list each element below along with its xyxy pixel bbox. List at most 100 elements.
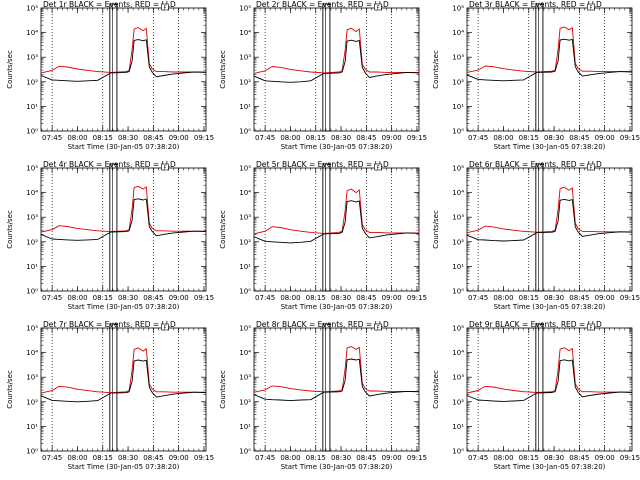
events-series-line <box>253 39 420 83</box>
flag-marker-label: F <box>590 5 593 11</box>
lld-series-line <box>253 346 419 393</box>
x-tick-label: 09:00 <box>169 454 189 462</box>
plot-frame <box>40 167 207 292</box>
y-tick-label: 10⁵ <box>239 165 251 173</box>
x-tick-label: 08:30 <box>331 294 351 302</box>
detector-panel: Det 8r BLACK = Events, RED = LLD10⁰10¹10… <box>219 320 427 471</box>
flag-marker-box <box>161 323 169 331</box>
y-tick-label: 10² <box>239 238 251 246</box>
plot-frame <box>40 327 207 452</box>
interval-box <box>322 3 331 132</box>
flag-marker-label: F <box>164 325 167 331</box>
detector-panel: Det 4r BLACK = Events, RED = LLD10⁰10¹10… <box>6 160 214 311</box>
x-tick-label: 08:15 <box>93 454 113 462</box>
y-tick-label: 10⁵ <box>452 325 464 333</box>
y-axis-label: Counts/sec <box>6 50 14 89</box>
events-series-line <box>466 38 633 82</box>
y-tick-label: 10³ <box>26 54 38 62</box>
x-tick-label: 09:15 <box>620 454 640 462</box>
x-tick-label: 09:15 <box>194 134 214 142</box>
plot-frame <box>40 7 207 132</box>
x-axis-label: Start Time (30-Jan-05 07:38:20) <box>68 463 180 471</box>
x-tick-label: 08:30 <box>118 134 138 142</box>
flag-marker-box <box>374 163 382 171</box>
x-tick-label: 09:15 <box>407 134 427 142</box>
x-tick-label: 08:15 <box>306 294 326 302</box>
x-tick-label: 08:00 <box>493 134 513 142</box>
x-tick-label: 08:30 <box>331 454 351 462</box>
lld-series-line <box>253 27 419 74</box>
x-tick-label: 09:00 <box>595 454 615 462</box>
x-tick-label: 08:15 <box>306 454 326 462</box>
detector-panel: Det 6r BLACK = Events, RED = LLD10⁰10¹10… <box>432 160 640 311</box>
y-tick-label: 10³ <box>26 214 38 222</box>
y-tick-label: 10⁰ <box>26 128 38 136</box>
y-tick-label: 10⁰ <box>26 288 38 296</box>
flag-marker-box <box>374 3 382 11</box>
x-tick-label: 08:45 <box>143 454 163 462</box>
flag-marker-box <box>587 3 595 11</box>
plot-frame <box>253 167 420 292</box>
y-tick-label: 10⁰ <box>26 448 38 456</box>
x-tick-label: 08:00 <box>280 294 300 302</box>
detector-panel: Det 7r BLACK = Events, RED = LLD10⁰10¹10… <box>6 320 214 471</box>
x-tick-label: 08:15 <box>519 294 539 302</box>
x-tick-label: 09:15 <box>194 294 214 302</box>
flag-marker-box <box>587 323 595 331</box>
x-axis-label: Start Time (30-Jan-05 07:38:20) <box>281 143 393 151</box>
interval-box <box>109 3 118 132</box>
plot-frame <box>466 167 633 292</box>
x-tick-label: 08:45 <box>356 134 376 142</box>
plot-frame <box>253 7 420 132</box>
detector-panel: Det 2r BLACK = Events, RED = LLD10⁰10¹10… <box>219 0 427 151</box>
y-axis-label: Counts/sec <box>432 50 440 89</box>
y-axis-label: Counts/sec <box>219 210 227 249</box>
detector-panel: Det 5r BLACK = Events, RED = LLD10⁰10¹10… <box>219 160 427 311</box>
y-tick-label: 10² <box>26 398 38 406</box>
x-axis-label: Start Time (30-Jan-05 07:38:20) <box>494 303 606 311</box>
x-tick-label: 07:45 <box>42 134 62 142</box>
y-axis-label: Counts/sec <box>432 370 440 409</box>
y-tick-label: 10³ <box>239 54 251 62</box>
interval-box <box>109 323 118 452</box>
x-tick-label: 08:00 <box>280 454 300 462</box>
y-tick-label: 10² <box>452 238 464 246</box>
x-tick-label: 08:45 <box>356 454 376 462</box>
y-tick-label: 10³ <box>452 374 464 382</box>
interval-box <box>535 163 544 292</box>
x-tick-label: 07:45 <box>468 454 488 462</box>
events-series-line <box>40 359 207 403</box>
lld-series-line <box>466 26 632 73</box>
x-tick-label: 07:45 <box>255 294 275 302</box>
y-tick-label: 10⁴ <box>239 189 251 197</box>
y-axis-label: Counts/sec <box>219 50 227 89</box>
interval-box <box>535 3 544 132</box>
y-tick-label: 10² <box>239 78 251 86</box>
x-tick-label: 09:00 <box>595 134 615 142</box>
y-tick-label: 10² <box>26 238 38 246</box>
x-tick-label: 07:45 <box>468 134 488 142</box>
x-tick-label: 08:00 <box>493 454 513 462</box>
flag-marker-label: F <box>377 325 380 331</box>
x-tick-label: 09:00 <box>595 294 615 302</box>
y-tick-label: 10¹ <box>239 423 251 431</box>
flag-marker-label: F <box>164 5 167 11</box>
y-tick-label: 10³ <box>239 374 251 382</box>
x-tick-label: 08:15 <box>519 454 539 462</box>
y-tick-label: 10¹ <box>26 263 38 271</box>
flag-marker-box <box>161 3 169 11</box>
x-tick-label: 08:00 <box>280 134 300 142</box>
x-axis-label: Start Time (30-Jan-05 07:38:20) <box>281 463 393 471</box>
flag-marker-box <box>374 323 382 331</box>
x-tick-label: 08:15 <box>93 134 113 142</box>
y-tick-label: 10⁰ <box>239 288 251 296</box>
x-tick-label: 08:45 <box>569 294 589 302</box>
lld-series-line <box>40 347 206 394</box>
x-tick-label: 08:30 <box>118 294 138 302</box>
x-tick-label: 09:15 <box>407 454 427 462</box>
x-tick-label: 08:15 <box>93 294 113 302</box>
y-axis-label: Counts/sec <box>432 210 440 249</box>
y-tick-label: 10⁵ <box>239 325 251 333</box>
plot-frame <box>466 7 633 132</box>
y-tick-label: 10⁴ <box>452 189 464 197</box>
